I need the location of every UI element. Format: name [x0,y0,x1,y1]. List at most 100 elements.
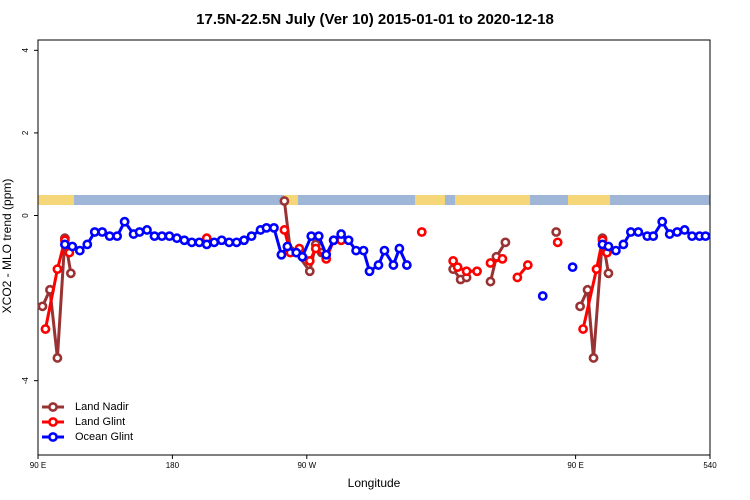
point [679,225,690,235]
point [313,231,324,242]
point [672,227,683,237]
point [306,231,317,242]
point [231,237,242,248]
point [40,324,51,334]
y-tick-label: 4 [21,48,30,53]
point [112,231,123,242]
point [611,245,621,256]
point [575,301,585,312]
point [304,256,315,266]
map-strip [38,195,710,205]
point [700,231,711,242]
legend-label: Land Glint [75,416,125,428]
point [224,237,235,248]
chart-title: 17.5N-22.5N July (Ver 10) 2015-01-01 to … [196,11,554,28]
point [179,235,190,246]
point [52,264,63,275]
point [37,301,48,312]
point [625,227,636,237]
point [485,258,496,268]
point [664,229,675,239]
point [448,256,459,266]
point [416,227,427,237]
point [142,225,152,235]
point [119,216,130,227]
point [401,260,412,270]
point [328,235,339,246]
point [59,239,70,250]
point [261,222,272,233]
point [364,266,375,277]
point [358,245,369,256]
point [394,243,405,254]
point [336,229,347,239]
x-tick-label: 540 [703,461,717,470]
point [500,237,511,248]
point [171,233,182,244]
point [297,251,308,262]
point [551,227,562,237]
x-tick-label: 180 [166,461,180,470]
point [186,237,197,248]
point [104,231,115,242]
y-axis-label: XCO2 - MLO trend (ppm) [0,179,14,314]
point [269,222,279,233]
x-axis-label: Longitude [348,476,401,490]
point [567,262,578,273]
legend-marker [48,402,58,412]
point [512,272,523,283]
point [74,245,85,256]
point [239,235,249,246]
legend-marker [48,417,58,427]
legend-marker [48,432,58,442]
y-tick-label: 0 [21,213,30,218]
point [485,276,496,287]
point [603,268,614,279]
point [591,264,602,275]
y-tick-label: 2 [21,130,30,135]
point [134,227,145,237]
point [552,237,563,248]
point [149,231,160,242]
point [522,260,533,270]
point [472,266,482,277]
x-tick-label: 90 W [297,461,316,470]
y-tick-label: -4 [21,377,30,385]
point [618,239,629,250]
point [603,241,614,252]
point [537,291,548,301]
point [461,266,472,277]
point [379,245,390,256]
point [310,243,321,254]
point [246,231,257,242]
point [67,241,78,252]
point [65,268,76,279]
point [578,324,588,334]
point [157,231,167,242]
point [373,260,384,270]
point [687,231,697,242]
point [89,227,100,237]
point [497,253,508,264]
point [304,266,315,277]
point [276,249,287,260]
point [201,239,212,250]
point [343,235,354,246]
point [588,353,599,363]
point [279,225,290,235]
point [279,196,290,206]
point [216,235,227,246]
point [351,245,361,256]
point [164,231,175,242]
point [321,249,332,260]
x-tick-label: 90 E [567,461,583,470]
point [452,262,463,273]
point [209,237,220,248]
point [52,353,63,363]
point [648,231,659,242]
point [282,241,293,252]
point [82,239,93,250]
plot-frame [37,39,711,456]
x-tick-label: 90 E [30,461,46,470]
